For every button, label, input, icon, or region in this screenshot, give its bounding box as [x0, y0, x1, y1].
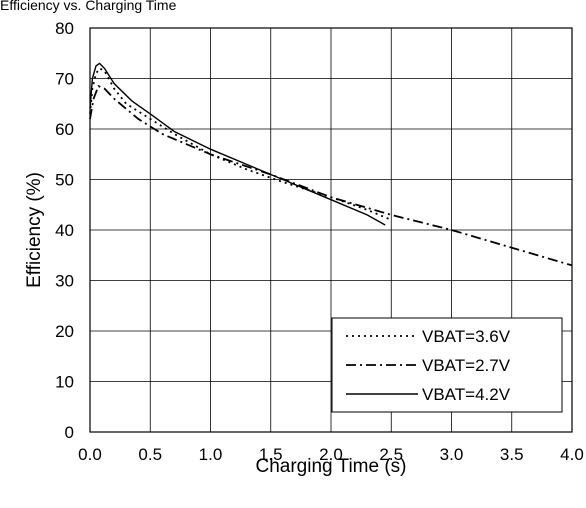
y-tick-label: 80	[55, 19, 74, 38]
x-tick-label: 3.5	[500, 445, 524, 464]
y-tick-label: 50	[55, 171, 74, 190]
chart-title: Efficiency vs. Charging Time	[0, 0, 177, 13]
y-axis-title: Efficiency (%)	[24, 172, 45, 288]
y-tick-label: 0	[65, 423, 74, 442]
series-line-dashdot	[89, 84, 573, 267]
x-tick-label: 3.0	[440, 445, 464, 464]
legend-label: VBAT=2.7V	[422, 356, 511, 375]
series-layer	[89, 62, 573, 267]
y-tick-label: 40	[55, 221, 74, 240]
y-tick-label: 20	[55, 322, 74, 341]
x-tick-label: 2.0	[319, 445, 343, 464]
legend: VBAT=3.6V VBAT=2.7V VBAT=4.2V	[331, 317, 563, 413]
x-tick-label: 1.5	[259, 445, 283, 464]
x-tick-label: 0.5	[138, 445, 162, 464]
y-tick-label: 70	[55, 70, 74, 89]
plot-area-border	[89, 27, 573, 433]
series-line-dotted	[89, 67, 392, 221]
series-line-solid	[89, 62, 386, 226]
y-tick-label: 60	[55, 120, 74, 139]
x-tick-label: 0.0	[78, 445, 102, 464]
x-axis-title: Charging Time (s)	[256, 456, 407, 477]
y-tick-label: 10	[55, 373, 74, 392]
legend-label: VBAT=4.2V	[422, 385, 511, 404]
tick-labels: 0.0 0.5 1.0 1.5 2.0 2.5 3.0 3.5 4.0 0 10 20 30 40 50 60…	[55, 19, 584, 464]
x-tick-label: 4.0	[560, 445, 584, 464]
x-tick-label: 2.5	[379, 445, 403, 464]
y-tick-label: 30	[55, 272, 74, 291]
x-tick-label: 1.0	[199, 445, 223, 464]
legend-label: VBAT=3.6V	[422, 327, 511, 346]
